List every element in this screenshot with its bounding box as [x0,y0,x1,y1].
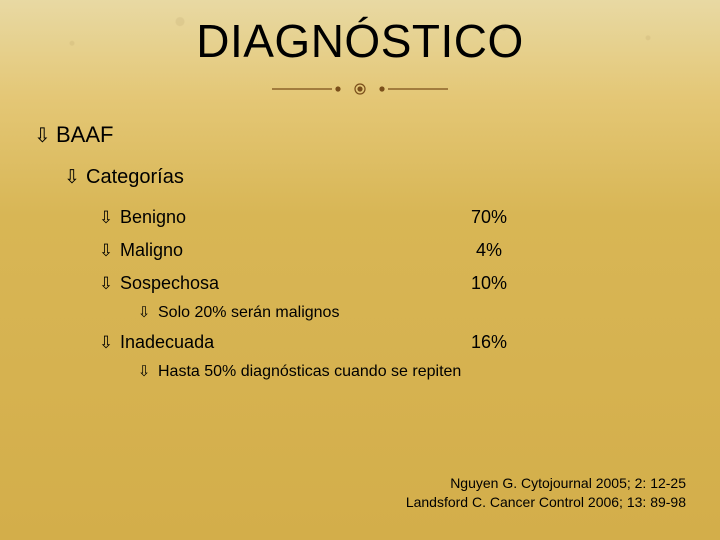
slide-title: DIAGNÓSTICO [0,14,720,68]
list-item-lvl2: ⇩ Categorías [64,166,686,189]
citation-line: Nguyen G. Cytojournal 2005; 2: 12-25 [406,474,686,493]
category-value: 10% [462,273,516,294]
category-value: 70% [462,207,516,228]
title-ornament [0,80,720,98]
category-value: 16% [462,332,516,353]
note-label: Solo 20% serán malignos [158,304,339,322]
note-label: Hasta 50% diagnósticas cuando se repiten [158,363,461,381]
list-item-lvl1: ⇩ BAAF [34,122,686,148]
list-label: BAAF [56,122,113,148]
bullet-icon: ⇩ [136,364,152,379]
bullet-icon: ⇩ [98,334,114,351]
content-area: ⇩ BAAF ⇩ Categorías ⇩ Benigno 70% ⇩ Mali… [34,122,686,391]
bullet-icon: ⇩ [98,209,114,226]
bullet-icon: ⇩ [98,275,114,292]
list-label: Categorías [86,166,184,189]
category-note: ⇩ Solo 20% serán malignos [136,304,686,322]
bullet-icon: ⇩ [98,242,114,259]
category-note: ⇩ Hasta 50% diagnósticas cuando se repit… [136,363,686,381]
category-label: Maligno [120,240,183,261]
category-label: Inadecuada [120,332,214,353]
citation-block: Nguyen G. Cytojournal 2005; 2: 12-25 Lan… [406,474,686,512]
category-row: ⇩ Inadecuada 16% [98,332,686,353]
slide: DIAGNÓSTICO ⇩ BAAF ⇩ Categorías ⇩ [0,0,720,540]
category-row: ⇩ Maligno 4% [98,240,686,261]
category-label: Sospechosa [120,273,219,294]
bullet-icon: ⇩ [34,126,50,146]
category-row: ⇩ Benigno 70% [98,207,686,228]
category-row: ⇩ Sospechosa 10% [98,273,686,294]
citation-line: Landsford C. Cancer Control 2006; 13: 89… [406,493,686,512]
bullet-icon: ⇩ [64,168,80,187]
bullet-icon: ⇩ [136,305,152,320]
category-value: 4% [462,240,516,261]
category-label: Benigno [120,207,186,228]
